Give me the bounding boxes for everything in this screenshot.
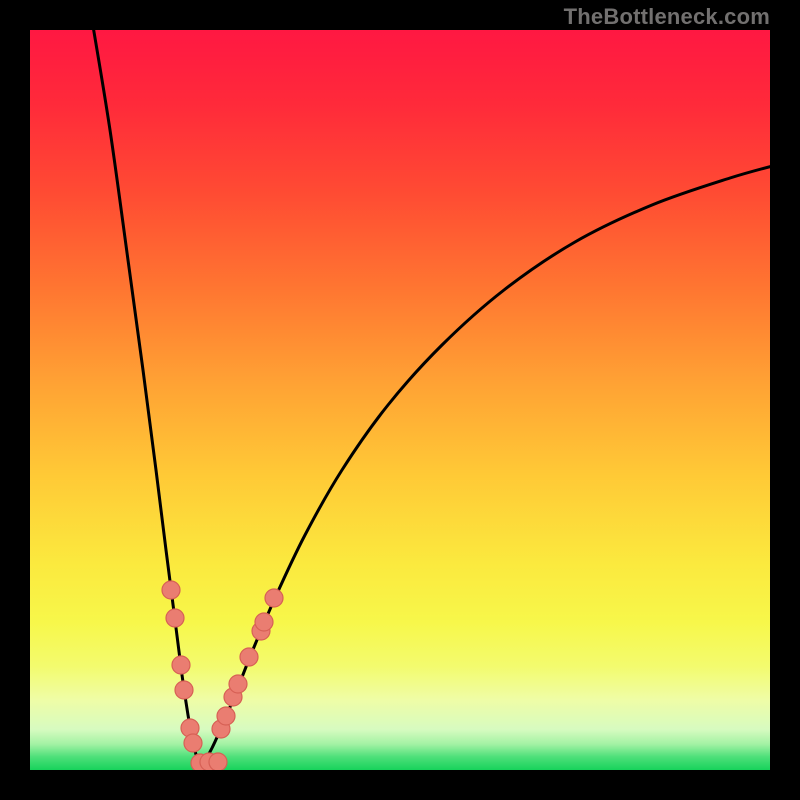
data-marker bbox=[162, 581, 180, 599]
data-marker bbox=[166, 609, 184, 627]
data-marker bbox=[240, 648, 258, 666]
data-marker bbox=[217, 707, 235, 725]
data-marker bbox=[172, 656, 190, 674]
data-marker bbox=[255, 613, 273, 631]
bottleneck-curve bbox=[92, 30, 770, 765]
watermark-text: TheBottleneck.com bbox=[564, 4, 770, 30]
data-marker bbox=[229, 675, 247, 693]
data-marker bbox=[184, 734, 202, 752]
data-marker bbox=[209, 753, 227, 770]
curve-layer bbox=[30, 30, 770, 770]
chart-frame: TheBottleneck.com bbox=[0, 0, 800, 800]
plot-area bbox=[30, 30, 770, 770]
markers-group bbox=[162, 581, 283, 770]
data-marker bbox=[265, 589, 283, 607]
data-marker bbox=[175, 681, 193, 699]
